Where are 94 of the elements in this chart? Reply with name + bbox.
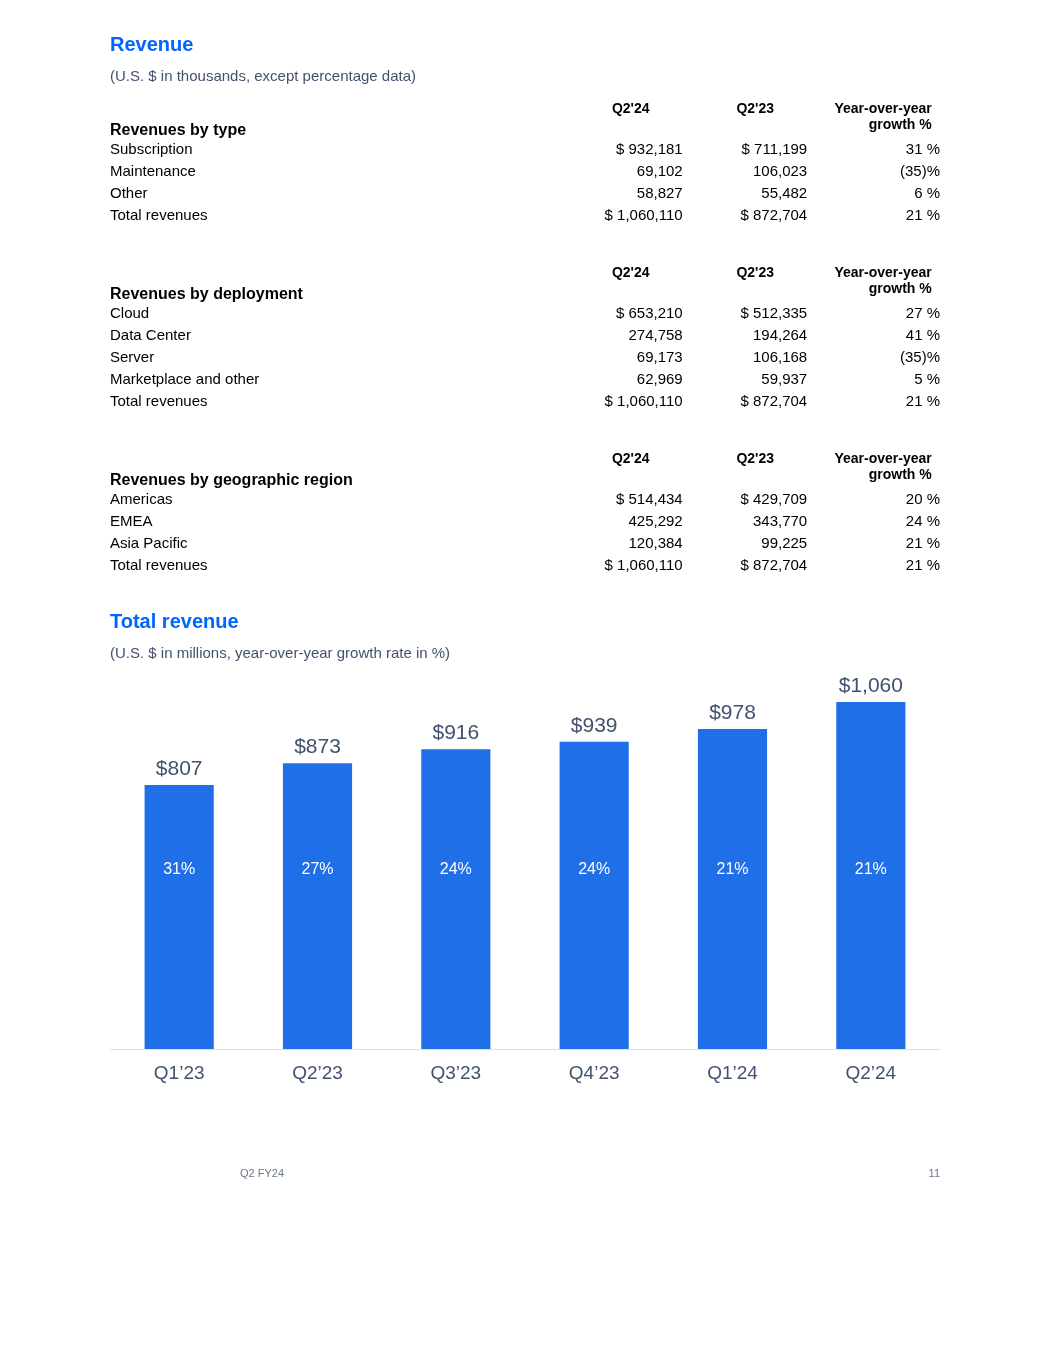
category-label: Americas bbox=[110, 489, 173, 507]
bar bbox=[559, 741, 629, 1049]
data-label: 120,384 bbox=[628, 533, 683, 551]
data-label: 41 % bbox=[905, 325, 940, 343]
data-label: 194,264 bbox=[752, 325, 808, 343]
data-label: $ 872,704 bbox=[740, 391, 808, 409]
category-label: Maintenance bbox=[110, 161, 196, 179]
data-label: $ 872,704 bbox=[740, 555, 808, 573]
chart-title: Total revenue bbox=[110, 610, 239, 633]
text: (U.S. $ in thousands, except percentage data) bbox=[110, 67, 417, 84]
data-label: $ 1,060,110 bbox=[604, 555, 683, 573]
data-label: 31 % bbox=[905, 139, 940, 157]
data-label: 20 % bbox=[905, 489, 940, 507]
data-label: 69,102 bbox=[636, 161, 683, 179]
bar bbox=[697, 728, 768, 1049]
category-label: Data Center bbox=[110, 325, 191, 343]
data-label: 55,482 bbox=[761, 183, 808, 201]
data-label: $1,060 bbox=[838, 673, 903, 697]
category-label: Marketplace and other bbox=[110, 369, 260, 387]
text: Q2'23 bbox=[736, 263, 775, 280]
category-label: Asia Pacific bbox=[110, 533, 189, 551]
data-label: $939 bbox=[570, 712, 618, 736]
text: 11 bbox=[928, 1167, 940, 1179]
data-label: 106,023 bbox=[752, 161, 808, 179]
data-label: 106,168 bbox=[752, 347, 808, 365]
category-label: Other bbox=[110, 183, 148, 201]
bar bbox=[144, 784, 214, 1049]
data-label: (35)% bbox=[899, 161, 940, 179]
annotation: 24% bbox=[578, 860, 611, 877]
x-tick-label: Q4’23 bbox=[568, 1061, 620, 1083]
text: Q2 FY24 bbox=[240, 1167, 285, 1179]
data-label: (35)% bbox=[899, 347, 940, 365]
text: Revenues by geographic region bbox=[110, 470, 353, 488]
text: Q2'23 bbox=[736, 99, 775, 116]
bar bbox=[421, 749, 491, 1049]
data-label: 21 % bbox=[905, 555, 940, 573]
data-label: 274,758 bbox=[628, 325, 683, 343]
text: Year-over-year growth % bbox=[834, 449, 933, 482]
x-tick-label: Q2’24 bbox=[845, 1061, 897, 1083]
data-label: $ 1,060,110 bbox=[604, 391, 683, 409]
x-tick-label: Q1’23 bbox=[153, 1061, 205, 1083]
text: Q2'24 bbox=[611, 99, 650, 116]
data-label: $916 bbox=[432, 720, 480, 744]
data-label: 62,969 bbox=[636, 369, 683, 387]
data-label: 343,770 bbox=[752, 511, 808, 529]
data-label: 5 % bbox=[914, 369, 940, 387]
data-label: 58,827 bbox=[636, 183, 683, 201]
annotation: 21% bbox=[716, 860, 749, 877]
data-label: 24 % bbox=[905, 511, 940, 529]
text: Revenues by type bbox=[110, 120, 247, 138]
text: Year-over-year growth % bbox=[834, 263, 933, 296]
data-label: $ 653,210 bbox=[615, 303, 683, 321]
data-label: $978 bbox=[709, 699, 756, 723]
data-label: $ 932,181 bbox=[615, 139, 683, 157]
data-label: 27 % bbox=[905, 303, 940, 321]
category-label: Total revenues bbox=[110, 555, 208, 573]
data-label: 69,173 bbox=[636, 347, 683, 365]
category-label: Total revenues bbox=[110, 205, 208, 223]
data-label: $ 872,704 bbox=[740, 205, 808, 223]
category-label: Cloud bbox=[110, 303, 150, 321]
annotation: 21% bbox=[854, 860, 887, 877]
data-label: $ 512,335 bbox=[740, 303, 808, 321]
category-label: Subscription bbox=[110, 139, 193, 157]
data-label: $807 bbox=[155, 755, 203, 779]
data-label: $873 bbox=[294, 734, 341, 758]
data-label: $ 429,709 bbox=[740, 489, 808, 507]
annotation: 24% bbox=[439, 860, 472, 877]
category-label: Total revenues bbox=[110, 391, 208, 409]
text: Revenue bbox=[110, 33, 194, 55]
text: Revenues by deployment bbox=[110, 284, 304, 302]
text: Q2'23 bbox=[736, 449, 775, 466]
data-label: 21 % bbox=[905, 533, 940, 551]
data-label: 21 % bbox=[905, 391, 940, 409]
category-label: EMEA bbox=[110, 511, 153, 529]
text: Year-over-year growth % bbox=[834, 99, 933, 132]
data-label: 99,225 bbox=[761, 533, 808, 551]
data-label: $ 514,434 bbox=[615, 489, 683, 507]
data-label: $ 1,060,110 bbox=[604, 205, 683, 223]
annotation: 31% bbox=[163, 860, 196, 877]
data-label: $ 711,199 bbox=[741, 139, 808, 157]
data-label: 59,937 bbox=[761, 369, 808, 387]
annotation: 27% bbox=[301, 860, 334, 877]
data-label: 21 % bbox=[905, 205, 940, 223]
bar bbox=[836, 702, 906, 1049]
chart-subtitle: (U.S. $ in millions, year-over-year growth rate in %) bbox=[110, 644, 451, 662]
text: Q2'24 bbox=[611, 449, 650, 466]
x-tick-label: Q3’23 bbox=[430, 1061, 482, 1083]
data-label: 425,292 bbox=[628, 511, 683, 529]
bar bbox=[282, 763, 353, 1049]
x-tick-label: Q2’23 bbox=[292, 1061, 343, 1083]
x-tick-label: Q1’24 bbox=[707, 1061, 759, 1083]
text: Q2'24 bbox=[611, 263, 650, 280]
data-label: 6 % bbox=[914, 183, 940, 201]
category-label: Server bbox=[110, 347, 155, 365]
